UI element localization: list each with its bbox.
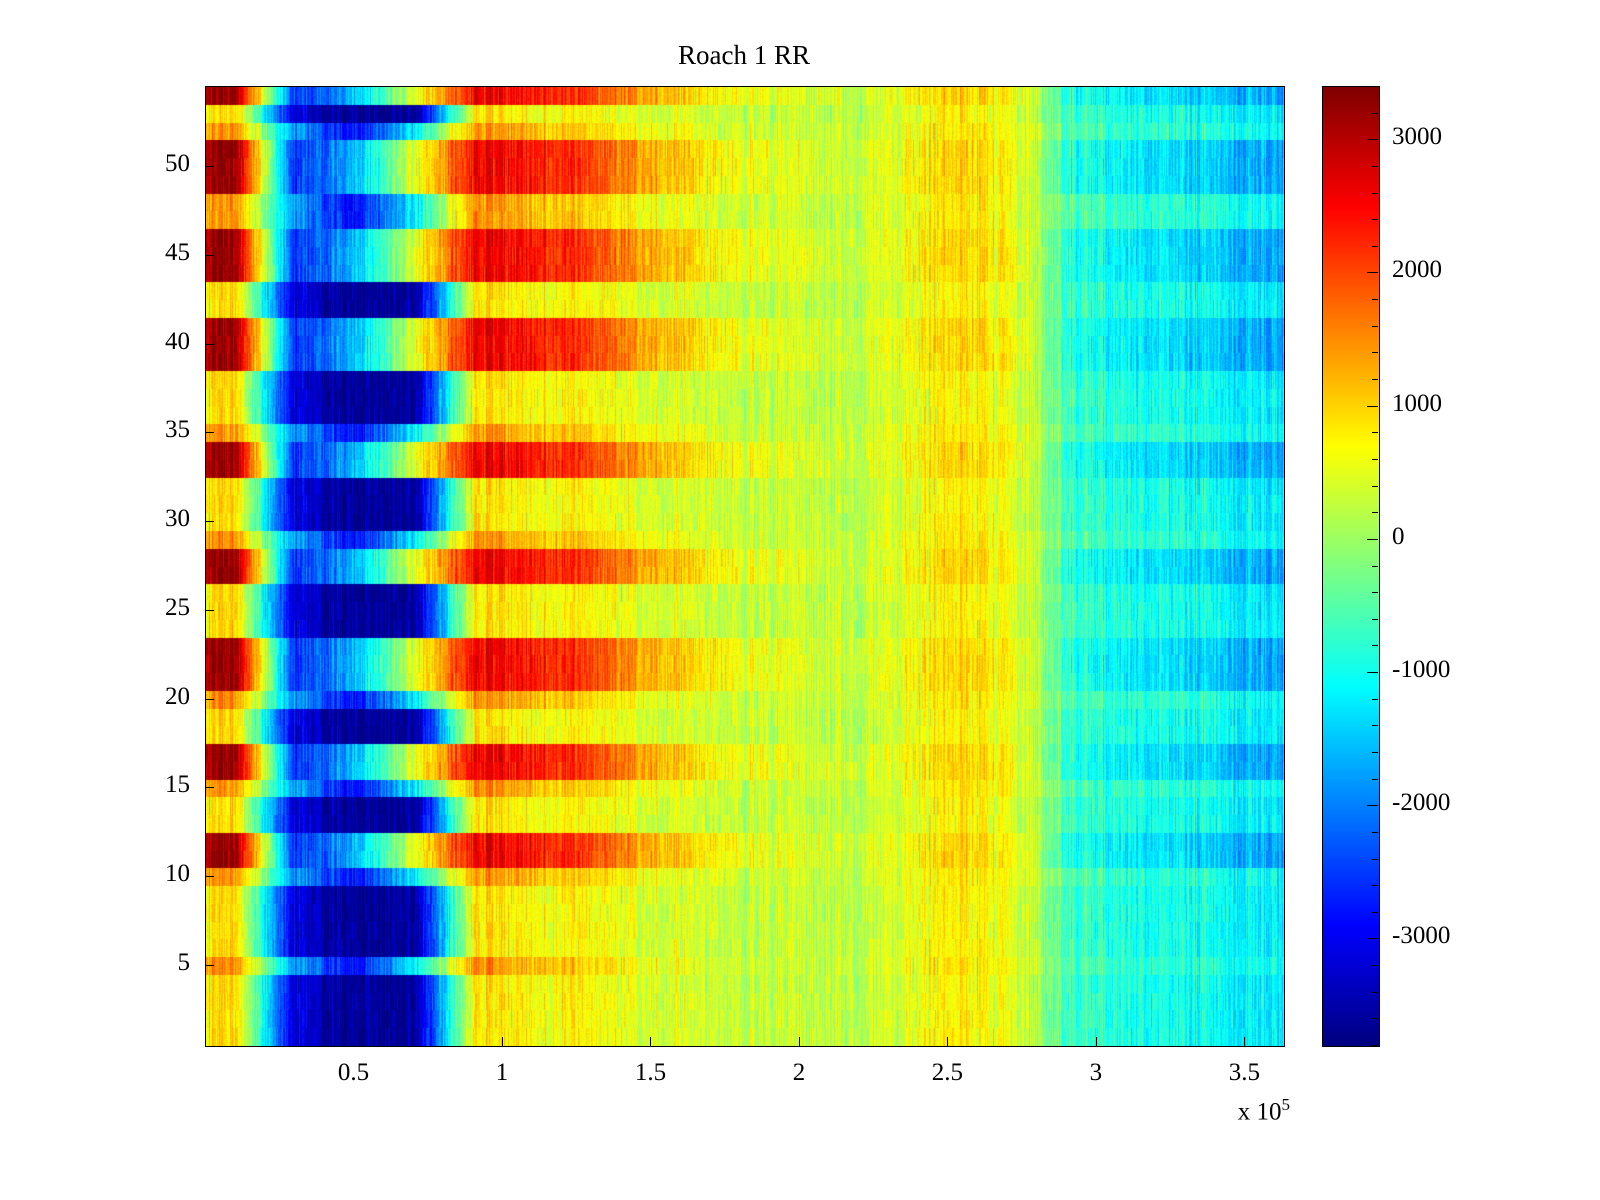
plot-area xyxy=(205,86,1285,1047)
colorbar-tick xyxy=(1367,672,1378,674)
colorbar-minor-tick xyxy=(1372,751,1378,753)
colorbar-tick-label: -1000 xyxy=(1392,656,1451,684)
y-tick xyxy=(205,432,214,434)
colorbar-minor-tick xyxy=(1372,192,1378,194)
x-tick xyxy=(650,1037,652,1046)
x-tick-label: 2.5 xyxy=(931,1059,964,1086)
colorbar-tick-label: 1000 xyxy=(1392,389,1442,417)
y-tick xyxy=(205,521,214,523)
colorbar-tick xyxy=(1367,538,1378,540)
colorbar-minor-tick xyxy=(1372,512,1378,514)
colorbar-tick xyxy=(1367,405,1378,407)
colorbar-minor-tick xyxy=(1372,432,1378,434)
x-tick xyxy=(798,1037,800,1046)
x-tick xyxy=(1244,1037,1246,1046)
colorbar-minor-tick xyxy=(1372,458,1378,460)
y-tick xyxy=(205,165,214,167)
x-axis-scale-label: x 105 xyxy=(1180,1095,1290,1126)
colorbar-minor-tick xyxy=(1372,325,1378,327)
colorbar-minor-tick xyxy=(1372,778,1378,780)
colorbar-minor-tick xyxy=(1372,858,1378,860)
colorbar-minor-tick xyxy=(1372,1018,1378,1020)
colorbar-minor-tick xyxy=(1372,299,1378,301)
colorbar-minor-tick xyxy=(1372,831,1378,833)
colorbar-minor-tick xyxy=(1372,645,1378,647)
x-tick xyxy=(501,1037,503,1046)
colorbar-tick-label: -3000 xyxy=(1392,922,1451,950)
colorbar-tick xyxy=(1367,938,1378,940)
colorbar-tick-label: 3000 xyxy=(1392,123,1442,151)
heatmap-canvas xyxy=(206,87,1284,1046)
y-tick-label: 40 xyxy=(165,327,190,355)
x-tick xyxy=(947,1037,949,1046)
y-tick xyxy=(205,698,214,700)
y-tick xyxy=(205,965,214,967)
y-tick-label: 35 xyxy=(165,416,190,444)
x-scale-mantissa: x 10 xyxy=(1237,1098,1282,1126)
colorbar-canvas xyxy=(1323,87,1379,1046)
colorbar-minor-tick xyxy=(1372,165,1378,167)
colorbar-minor-tick xyxy=(1372,86,1378,87)
y-tick-label: 30 xyxy=(165,505,190,533)
colorbar-minor-tick xyxy=(1372,911,1378,913)
y-tick-label: 45 xyxy=(165,238,190,266)
y-tick xyxy=(205,787,214,789)
colorbar-minor-tick xyxy=(1372,698,1378,700)
colorbar-minor-tick xyxy=(1372,1045,1378,1046)
colorbar-minor-tick xyxy=(1372,991,1378,993)
y-tick xyxy=(205,254,214,256)
y-tick xyxy=(205,876,214,878)
colorbar-minor-tick xyxy=(1372,885,1378,887)
colorbar-tick-label: -2000 xyxy=(1392,789,1451,817)
y-tick xyxy=(205,343,214,345)
x-tick-label: 2 xyxy=(792,1059,806,1086)
colorbar-tick xyxy=(1367,139,1378,141)
y-tick-label: 15 xyxy=(165,771,190,799)
x-tick xyxy=(353,1037,355,1046)
colorbar-minor-tick xyxy=(1372,618,1378,620)
colorbar-minor-tick xyxy=(1372,565,1378,567)
colorbar-tick xyxy=(1367,272,1378,274)
colorbar-tick-label: 2000 xyxy=(1392,256,1442,284)
colorbar-minor-tick xyxy=(1372,965,1378,967)
x-tick xyxy=(1095,1037,1097,1046)
y-tick-label: 50 xyxy=(165,149,190,177)
colorbar-tick-label: 0 xyxy=(1392,522,1405,550)
colorbar-minor-tick xyxy=(1372,379,1378,381)
colorbar-minor-tick xyxy=(1372,112,1378,114)
colorbar xyxy=(1322,86,1380,1047)
colorbar-minor-tick xyxy=(1372,725,1378,727)
colorbar-minor-tick xyxy=(1372,352,1378,354)
chart-title: Roach 1 RR xyxy=(678,40,810,70)
x-tick-label: 3 xyxy=(1089,1059,1103,1086)
y-tick-label: 5 xyxy=(177,949,191,977)
colorbar-minor-tick xyxy=(1372,245,1378,247)
colorbar-minor-tick xyxy=(1372,219,1378,221)
y-tick-label: 10 xyxy=(165,860,190,888)
y-tick-label: 25 xyxy=(165,593,190,621)
colorbar-minor-tick xyxy=(1372,592,1378,594)
y-tick-label: 20 xyxy=(165,682,190,710)
x-tick-label: 1.5 xyxy=(634,1059,667,1086)
colorbar-tick xyxy=(1367,805,1378,807)
x-tick-label: 1 xyxy=(495,1059,509,1086)
x-tick-label: 3.5 xyxy=(1228,1059,1261,1086)
x-scale-exponent: 5 xyxy=(1281,1095,1291,1114)
x-tick-label: 0.5 xyxy=(337,1059,370,1086)
y-tick xyxy=(205,609,214,611)
colorbar-minor-tick xyxy=(1372,485,1378,487)
